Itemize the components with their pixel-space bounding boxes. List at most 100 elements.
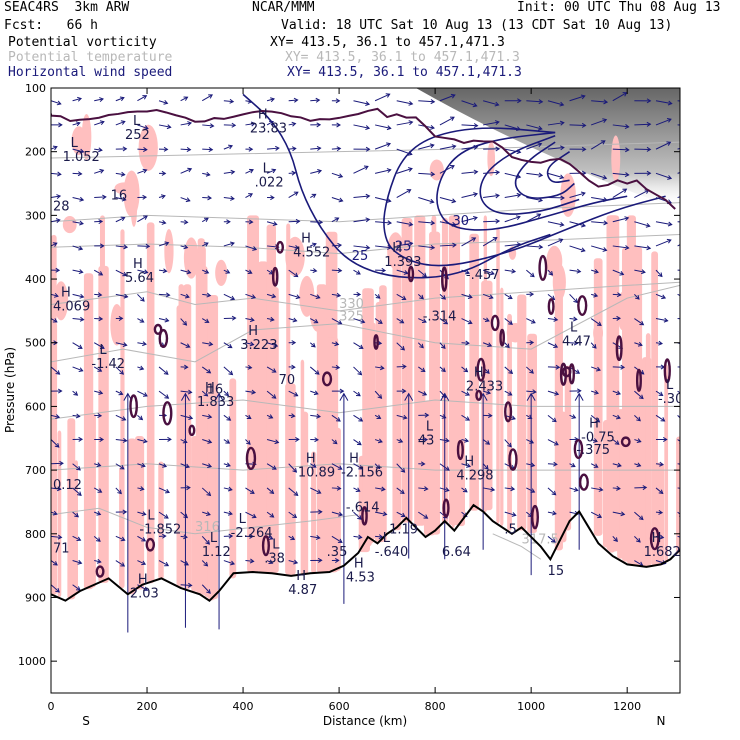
wind-vector [158, 463, 167, 468]
pv-contour-blob [95, 565, 105, 578]
wind-vector [331, 342, 339, 345]
wind-arrowhead [356, 291, 362, 297]
wind-arrowhead [624, 147, 630, 153]
extremum-value: 43 [418, 433, 435, 448]
wind-arrowhead [122, 342, 128, 347]
wind-vector [266, 439, 279, 444]
wind-arrowhead [122, 271, 128, 277]
wind-arrowhead [207, 195, 212, 201]
wind-vector [180, 318, 187, 326]
wind-vector [51, 146, 58, 150]
wind-arrowhead [471, 237, 477, 242]
wind-arrowhead [642, 485, 648, 491]
pv-shade-patch [110, 303, 124, 346]
wind-arrowhead [406, 189, 412, 194]
wind-vector [202, 293, 211, 297]
wind-vector [483, 220, 500, 223]
wind-vector [547, 238, 563, 247]
updraft-arrowhead [339, 392, 349, 401]
wind-vector [93, 342, 105, 349]
wind-arrowhead [227, 343, 233, 349]
wind-arrowhead [472, 215, 478, 221]
wind-arrowhead [529, 439, 535, 444]
wind-vector [94, 560, 101, 563]
wind-arrowhead [52, 510, 58, 516]
wind-arrowhead [335, 364, 341, 370]
wind-vector [634, 439, 641, 443]
wind-vector [353, 342, 364, 349]
wind-arrowhead [430, 220, 436, 226]
wind-vector [158, 390, 169, 399]
extremum-marker: L [383, 531, 391, 546]
wind-arrowhead [420, 367, 426, 373]
wind-vector [202, 342, 213, 345]
wind-arrowhead [79, 196, 85, 202]
wind-arrowhead [508, 369, 514, 375]
wind-vector [180, 96, 188, 102]
pv-contour-blob [504, 401, 513, 423]
wind-arrowhead [165, 488, 170, 494]
extremum-value: 16 [207, 383, 224, 398]
wind-arrowhead [231, 315, 237, 321]
wind-arrowhead [142, 392, 148, 397]
wind-arrowhead [98, 219, 104, 225]
wind-vector [115, 414, 126, 421]
wind-vector [72, 318, 84, 321]
wind-arrowhead [594, 268, 599, 274]
wind-arrowhead [358, 417, 364, 422]
wind-vector [655, 269, 663, 277]
wind-arrowhead [293, 559, 299, 565]
wind-arrowhead [462, 487, 468, 493]
wind-arrowhead [553, 441, 559, 446]
wind-arrowhead [465, 416, 471, 421]
wind-arrowhead [689, 192, 693, 196]
wind-arrowhead [400, 512, 406, 518]
wind-vector [353, 463, 363, 470]
extremum-marker: H [301, 232, 311, 247]
wind-vector [612, 217, 629, 223]
wind-vector [331, 147, 341, 150]
wind-vector [483, 487, 495, 491]
extremum-marker: L [133, 114, 141, 129]
wind-vector [331, 318, 342, 325]
wind-arrowhead [682, 487, 686, 491]
wind-vector [569, 245, 585, 252]
wind-vector [201, 318, 209, 323]
wind-vector [266, 342, 278, 347]
wind-arrowhead [507, 294, 513, 300]
wind-arrowhead [620, 364, 626, 370]
wind-vector [569, 221, 586, 227]
wind-arrowhead [580, 247, 586, 253]
wind-vector [245, 390, 256, 394]
wind-vector [526, 463, 535, 467]
wind-vector [331, 535, 343, 543]
wind-vector [72, 245, 83, 250]
wind-vector [526, 366, 534, 374]
valid-time: Valid: 18 UTC Sat 10 Aug 13 (13 CDT Sat … [281, 18, 673, 33]
wind-vector [137, 269, 148, 273]
wind-arrowhead [441, 367, 446, 373]
wind-vector [569, 95, 585, 102]
wind-arrowhead [118, 315, 124, 321]
wind-arrowhead [224, 391, 230, 397]
wind-arrowhead [207, 414, 213, 419]
wind-vector [94, 148, 102, 151]
wind-vector [569, 342, 578, 344]
wind-arrowhead [638, 394, 644, 400]
wind-vector [439, 342, 446, 349]
wind-arrowhead [444, 487, 450, 493]
extremum-value: -.305 [658, 392, 692, 407]
wind-vector [418, 245, 435, 249]
wind-vector [267, 147, 279, 150]
pv-shade-streak [83, 273, 94, 590]
wind-arrowhead [251, 513, 257, 519]
wind-vector [655, 511, 663, 514]
wind-vector [396, 189, 411, 198]
wind-arrowhead [251, 294, 257, 299]
extremum-marker: L [147, 509, 155, 524]
wind-vector [439, 244, 456, 247]
wind-arrowhead [317, 557, 323, 563]
wind-arrowhead [429, 143, 435, 149]
wind-arrowhead [164, 561, 170, 567]
wind-vector [374, 414, 381, 419]
